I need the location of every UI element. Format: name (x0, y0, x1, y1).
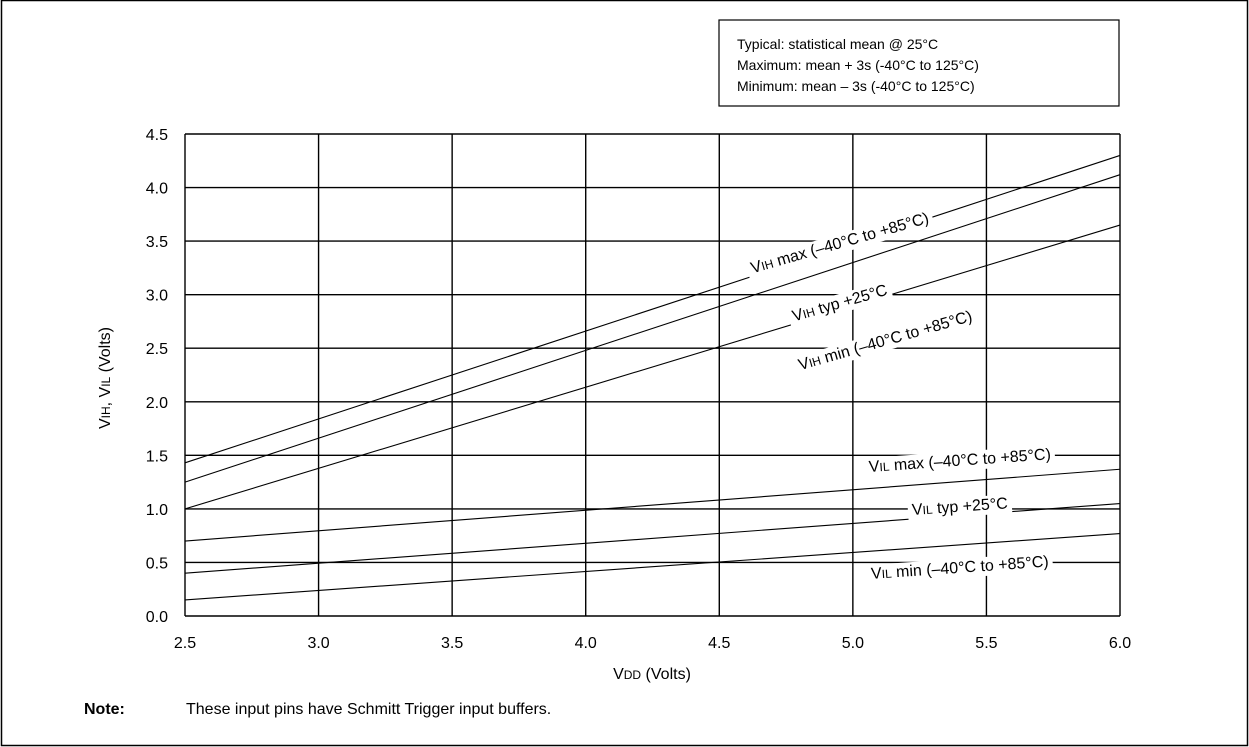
legend: Typical: statistical mean @ 25°C Maximum… (718, 19, 1120, 107)
x-tick-label-7: 6.0 (1109, 635, 1131, 652)
curve-label-bg-0 (744, 207, 936, 280)
note: Note: These input pins have Schmitt Trig… (84, 701, 551, 718)
curve-label-text-4: VIL typ +25°C (911, 495, 1008, 519)
y-tick-label-4: 2.0 (146, 395, 168, 412)
y-tick-label-3: 1.5 (146, 448, 168, 465)
curve-label-text-5: VIL min (–40°C to +85°C) (870, 554, 1049, 583)
x-axis-label: VDD (Volts) (613, 666, 691, 683)
x-tick-label-1: 3.0 (307, 635, 329, 652)
y-tick-label-1: 0.5 (146, 555, 168, 572)
x-tick-label-4: 4.5 (708, 635, 730, 652)
series-line-3 (184, 468, 1121, 542)
note-text: These input pins have Schmitt Trigger in… (186, 701, 551, 718)
y-tick-label-7: 3.5 (146, 234, 168, 251)
series-line-2 (184, 224, 1121, 510)
x-tick-label-6: 5.5 (975, 635, 997, 652)
x-tick-label-0: 2.5 (174, 635, 196, 652)
curve-label-bg-2 (792, 306, 979, 377)
y-tick-label-9: 4.5 (146, 127, 168, 144)
curve-label-bg-5 (866, 552, 1054, 585)
curve-label-1: VIH typ +25°C (786, 279, 894, 328)
x-tick-label-2: 3.5 (441, 635, 463, 652)
y-tick-label-0: 0.0 (146, 609, 168, 626)
chart-grid (184, 133, 1121, 617)
chart-tick-labels: 2.5 3.0 3.5 4.0 4.5 5.0 5.5 6.0 0.0 0.5 1.0 1.5 2.0 2… (146, 127, 1131, 652)
y-tick-label-8: 4.0 (146, 181, 168, 198)
curve-label-bg-1 (786, 279, 894, 328)
legend-line-minimum: Minimum: mean – 3s (-40°C to 125°C) (737, 78, 975, 94)
curve-label-text-1: VIH typ +25°C (790, 282, 889, 325)
x-tick-label-3: 4.0 (575, 635, 597, 652)
y-tick-label-5: 2.5 (146, 341, 168, 358)
curve-label-5: VIL min (–40°C to +85°C) (866, 552, 1054, 585)
series-line-0 (184, 154, 1121, 464)
x-tick-label-5: 5.0 (842, 635, 864, 652)
curve-label-bg-3 (864, 444, 1056, 478)
legend-line-typical: Typical: statistical mean @ 25°C (737, 36, 938, 52)
note-label: Note: (84, 701, 125, 718)
curve-label-text-3: VIL max (–40°C to +85°C) (868, 446, 1051, 476)
curve-label-4: VIL typ +25°C (907, 494, 1013, 521)
series-line-5 (184, 532, 1121, 601)
series-line-1 (184, 174, 1121, 483)
y-tick-label-6: 3.0 (146, 288, 168, 305)
legend-box (718, 19, 1120, 107)
curve-label-0: VIH max (–40°C to +85°C) (744, 207, 936, 280)
curve-label-bg-4 (907, 494, 1013, 521)
legend-line-maximum: Maximum: mean + 3s (-40°C to 125°C) (737, 57, 979, 73)
chart-curves (184, 154, 1121, 601)
y-axis-label: VIH, VIL (Volts) (97, 327, 114, 429)
y-tick-label-2: 1.0 (146, 502, 168, 519)
curve-label-3: VIL max (–40°C to +85°C) (864, 444, 1056, 478)
